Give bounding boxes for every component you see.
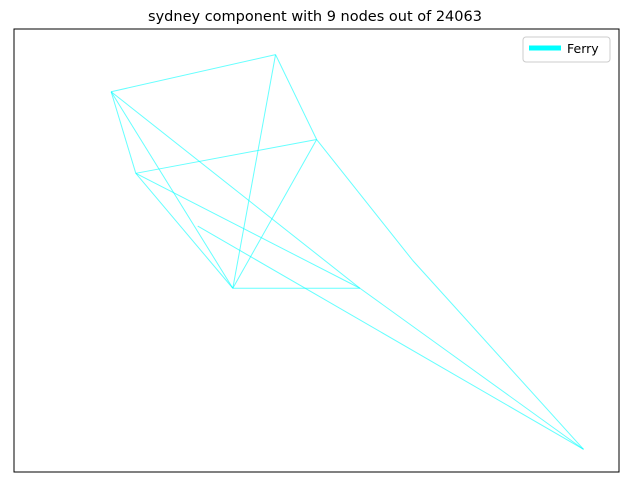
chart-title: sydney component with 9 nodes out of 240… bbox=[148, 9, 482, 25]
legend-label-ferry: Ferry bbox=[567, 41, 599, 56]
edge-n6-n8 bbox=[359, 287, 584, 450]
edge-n1-n6 bbox=[135, 172, 361, 289]
legend: Ferry bbox=[522, 36, 611, 63]
edge-n7-n8 bbox=[412, 259, 584, 450]
edge-n5-n3 bbox=[232, 139, 318, 289]
plot-area bbox=[13, 28, 620, 473]
legend-box bbox=[522, 36, 611, 63]
edge-n2-n8 bbox=[197, 225, 584, 450]
edge-n5-n1 bbox=[135, 139, 317, 174]
edge-n1-n3 bbox=[135, 172, 234, 289]
edge-n0-n1 bbox=[110, 91, 137, 174]
edge-n0-n6 bbox=[110, 91, 361, 289]
edge-n0-n3 bbox=[110, 91, 234, 289]
edge-n5-n7 bbox=[316, 139, 413, 261]
edge-n4-n5 bbox=[275, 54, 318, 140]
edge-layer bbox=[110, 54, 584, 450]
edge-n0-n4 bbox=[111, 54, 276, 93]
edge-n4-n3 bbox=[232, 54, 277, 289]
